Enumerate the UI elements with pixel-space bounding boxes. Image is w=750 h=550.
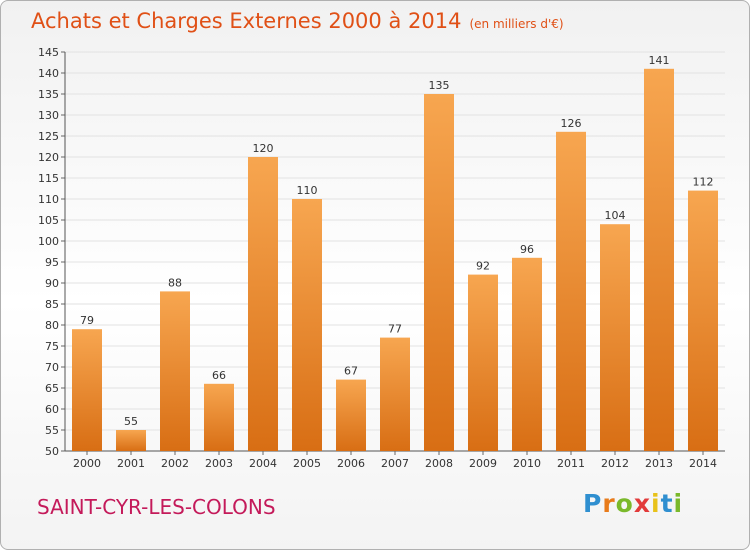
- x-tick-label: 2011: [557, 457, 585, 470]
- x-tick-label: 2006: [337, 457, 365, 470]
- logo-letter: o: [615, 489, 634, 518]
- x-tick-label: 2013: [645, 457, 673, 470]
- y-tick-label: 115: [38, 172, 59, 185]
- bar: [336, 379, 366, 451]
- x-tick-label: 2014: [689, 457, 717, 470]
- bar: [556, 131, 586, 452]
- data-label: 88: [168, 276, 182, 289]
- y-tick-label: 120: [38, 151, 59, 164]
- commune-name: SAINT-CYR-LES-COLONS: [37, 495, 276, 519]
- logo-letter: i: [651, 489, 661, 518]
- y-tick-label: 90: [45, 277, 59, 290]
- data-label: 66: [212, 369, 226, 382]
- bar: [72, 329, 102, 451]
- y-tick-label: 140: [38, 67, 59, 80]
- bar: [160, 291, 190, 451]
- y-tick-label: 100: [38, 235, 59, 248]
- y-tick-label: 55: [45, 424, 59, 437]
- y-tick-label: 130: [38, 109, 59, 122]
- data-label: 141: [649, 54, 670, 67]
- bar: [600, 224, 630, 451]
- data-label: 126: [561, 117, 582, 130]
- data-label: 55: [124, 415, 138, 428]
- data-label: 96: [520, 243, 534, 256]
- logo-letter: r: [602, 489, 616, 518]
- data-label: 112: [693, 176, 714, 189]
- logo-letter: t: [660, 489, 674, 518]
- x-tick-label: 2010: [513, 457, 541, 470]
- bar: [688, 190, 718, 451]
- data-label: 135: [429, 79, 450, 92]
- data-label: 67: [344, 365, 358, 378]
- logo-letter: i: [673, 489, 684, 518]
- chart-title: Achats et Charges Externes 2000 à 2014: [31, 9, 462, 33]
- bar: [512, 257, 542, 451]
- x-tick-label: 2007: [381, 457, 409, 470]
- x-tick-label: 2003: [205, 457, 233, 470]
- bar: [424, 94, 454, 451]
- y-tick-label: 85: [45, 298, 59, 311]
- data-label: 92: [476, 260, 490, 273]
- x-tick-label: 2000: [73, 457, 101, 470]
- bar: [116, 430, 146, 451]
- chart-subtitle: (en milliers d'€): [469, 17, 564, 31]
- x-tick-label: 2012: [601, 457, 629, 470]
- y-tick-label: 70: [45, 361, 59, 374]
- data-label: 79: [80, 314, 94, 327]
- x-tick-label: 2004: [249, 457, 277, 470]
- logo-letter: x: [633, 489, 651, 518]
- logo-letter: P: [583, 489, 603, 518]
- x-tick-label: 2002: [161, 457, 189, 470]
- proxiti-logo[interactable]: Proxiti: [583, 489, 683, 518]
- y-tick-label: 105: [38, 214, 59, 227]
- bar: [204, 383, 234, 451]
- data-label: 120: [253, 142, 274, 155]
- x-tick-label: 2008: [425, 457, 453, 470]
- bar: [644, 68, 674, 452]
- data-label: 77: [388, 323, 402, 336]
- y-tick-label: 145: [38, 46, 59, 59]
- bar: [468, 274, 498, 451]
- chart-title-block: Achats et Charges Externes 2000 à 2014 (e…: [31, 9, 564, 33]
- y-tick-label: 110: [38, 193, 59, 206]
- bar: [248, 157, 278, 451]
- x-tick-label: 2005: [293, 457, 321, 470]
- y-tick-label: 75: [45, 340, 59, 353]
- data-label: 110: [297, 184, 318, 197]
- y-tick-label: 50: [45, 445, 59, 458]
- y-tick-label: 80: [45, 319, 59, 332]
- data-label: 104: [605, 209, 626, 222]
- x-tick-label: 2001: [117, 457, 145, 470]
- y-tick-label: 60: [45, 403, 59, 416]
- bar: [380, 337, 410, 451]
- y-tick-label: 95: [45, 256, 59, 269]
- y-tick-label: 65: [45, 382, 59, 395]
- bar: [292, 199, 322, 451]
- y-tick-label: 135: [38, 88, 59, 101]
- y-tick-label: 125: [38, 130, 59, 143]
- x-tick-label: 2009: [469, 457, 497, 470]
